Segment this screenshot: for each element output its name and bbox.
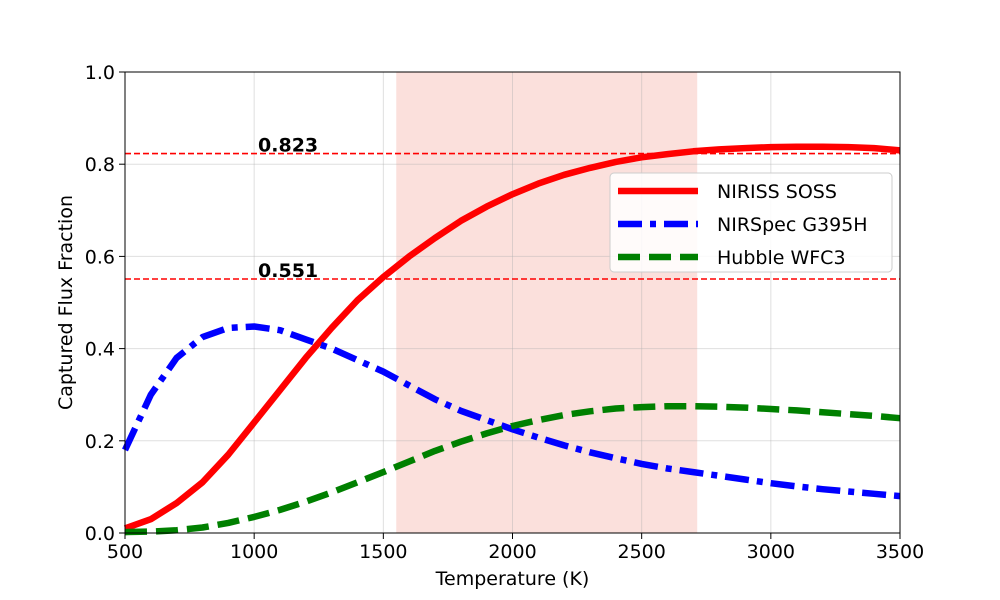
annotations: 0.823 0.551 (258, 135, 318, 282)
reference-label-0-823: 0.823 (258, 135, 318, 157)
legend-box (609, 172, 893, 273)
y-axis: 0.0 0.2 0.4 0.6 0.8 1.0 (85, 62, 125, 545)
x-tick-label: 500 (107, 541, 143, 563)
plot-area: 0.823 0.551 (122, 71, 901, 536)
y-tick-label: 0.8 (85, 154, 115, 176)
y-axis-label: Captured Flux Fraction (55, 195, 77, 410)
legend-label-hubble-wfc3: Hubble WFC3 (717, 247, 846, 269)
y-tick-label: 0.0 (85, 523, 115, 545)
x-tick-label: 1000 (230, 541, 278, 563)
series-niriss-soss (123, 143, 901, 532)
x-tick-label: 3000 (747, 541, 795, 563)
x-tick-label: 3500 (876, 541, 924, 563)
y-tick-label: 0.4 (85, 339, 115, 361)
series-hubble-wfc3 (124, 402, 901, 536)
x-tick-label: 2500 (617, 541, 665, 563)
y-tick-label: 0.2 (85, 431, 115, 453)
y-tick-label: 0.6 (85, 246, 115, 268)
reference-label-0-551: 0.551 (258, 260, 318, 282)
shaded-region (396, 72, 698, 533)
series-layer (122, 143, 901, 536)
reference-lines (125, 152, 900, 280)
x-axis-label: Temperature (K) (435, 568, 590, 590)
x-tick-label: 2000 (488, 541, 536, 563)
x-axis: 500 1000 1500 2000 2500 3000 3500 (107, 533, 924, 563)
x-tick-label: 1500 (359, 541, 407, 563)
legend: NIRISS SOSS NIRSpec G395H Hubble WFC3 (609, 172, 893, 273)
legend-label-niriss-soss: NIRISS SOSS (717, 181, 837, 203)
y-tick-label: 1.0 (85, 62, 115, 84)
legend-label-nirspec-g395h: NIRSpec G395H (717, 214, 868, 236)
